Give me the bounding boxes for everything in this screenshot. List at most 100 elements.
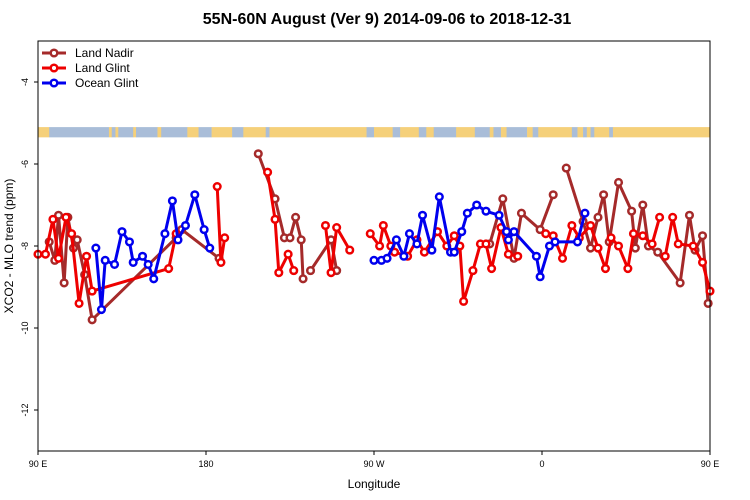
data-point-ocean-glint: [535, 272, 545, 282]
data-point-ocean-glint: [457, 227, 467, 237]
data-point-land-glint: [513, 251, 523, 261]
x-tick-label: 90 E: [701, 459, 720, 469]
data-point-ocean-glint: [167, 196, 177, 206]
data-point-land-nadir: [298, 274, 308, 284]
data-point-land-nadir: [653, 247, 663, 257]
land-segment: [577, 127, 584, 138]
series-ocean-glint: [91, 190, 590, 315]
land-segment: [187, 127, 199, 138]
data-point-land-nadir: [627, 206, 637, 216]
ocean-segment: [392, 127, 401, 138]
data-point-land-glint: [600, 264, 611, 274]
data-point-land-glint: [345, 245, 355, 255]
land-segment: [211, 127, 233, 138]
data-point-ocean-glint: [143, 259, 153, 270]
data-point-ocean-glint: [580, 208, 590, 218]
data-point-ocean-glint: [180, 220, 191, 231]
data-point-ocean-glint: [572, 237, 583, 247]
data-point-land-nadir: [638, 200, 648, 210]
data-point-land-glint: [212, 182, 222, 192]
data-point-land-nadir: [675, 278, 685, 288]
data-point-land-nadir: [53, 210, 64, 220]
data-point-land-nadir: [548, 190, 558, 200]
data-point-land-nadir: [498, 194, 508, 204]
data-point-land-glint: [655, 212, 665, 222]
land-segment: [586, 127, 591, 138]
land-segment: [426, 127, 435, 138]
ocean-segment: [532, 127, 539, 138]
ocean-segment: [118, 127, 134, 138]
data-point-ocean-glint: [404, 229, 415, 239]
series-line-land-glint: [323, 225, 352, 275]
ocean-segment: [590, 127, 595, 138]
y-axis-label: XCO2 - MLO trend (ppm): [2, 179, 16, 314]
data-point-land-glint: [567, 220, 577, 231]
x-tick-label: 90 E: [29, 459, 48, 469]
data-point-land-nadir: [684, 210, 695, 220]
data-point-land-glint: [67, 229, 77, 239]
data-point-ocean-glint: [190, 190, 200, 200]
data-point-land-glint: [326, 268, 336, 278]
data-point-land-glint: [332, 223, 342, 233]
data-point-land-nadir: [253, 149, 263, 159]
data-point-land-nadir: [697, 231, 708, 241]
ocean-segment: [111, 127, 116, 138]
data-point-land-glint: [87, 286, 97, 296]
y-tick-label: -12: [20, 403, 30, 416]
data-point-land-glint: [541, 229, 551, 239]
data-point-ocean-glint: [128, 257, 138, 267]
data-point-ocean-glint: [109, 259, 120, 270]
data-point-ocean-glint: [173, 235, 183, 245]
data-point-ocean-glint: [494, 210, 504, 220]
data-point-land-glint: [628, 229, 639, 239]
legend-label-ocean-glint: Ocean Glint: [75, 76, 139, 90]
series-layer: [33, 149, 715, 325]
data-point-ocean-glint: [369, 255, 379, 265]
land-segment: [527, 127, 533, 138]
data-point-ocean-glint: [382, 253, 392, 263]
data-point-ocean-glint: [391, 235, 401, 245]
data-point-land-nadir: [535, 225, 545, 235]
ocean-segment: [493, 127, 502, 138]
data-point-land-glint: [40, 249, 51, 259]
data-point-ocean-glint: [124, 237, 135, 247]
land-segment: [612, 127, 711, 138]
data-point-ocean-glint: [137, 251, 148, 261]
data-point-land-glint: [668, 212, 678, 222]
data-point-land-glint: [606, 233, 616, 243]
ocean-segment: [161, 127, 188, 138]
data-point-ocean-glint: [417, 210, 428, 220]
data-point-land-nadir: [585, 243, 596, 253]
data-point-ocean-glint: [160, 229, 170, 239]
data-point-land-nadir: [59, 278, 69, 288]
land-segment: [108, 127, 113, 138]
data-point-land-glint: [593, 243, 603, 253]
data-point-land-nadir: [599, 190, 609, 200]
ocean-segment: [49, 127, 110, 138]
legend-marker-land-glint: [49, 63, 59, 73]
data-point-land-glint: [481, 239, 491, 249]
data-point-land-glint: [638, 231, 648, 241]
data-point-land-glint: [623, 264, 633, 274]
y-tick-label: -10: [20, 321, 30, 334]
legend-marker-ocean-glint: [49, 78, 59, 88]
data-point-land-nadir: [305, 266, 316, 276]
data-point-land-nadir: [613, 177, 624, 187]
data-point-land-glint: [468, 266, 478, 276]
data-point-land-glint: [289, 266, 299, 276]
data-point-land-glint: [660, 251, 670, 261]
legend-marker-land-nadir: [49, 48, 59, 58]
land-segment: [115, 127, 119, 138]
data-point-land-glint: [61, 212, 71, 222]
data-point-ocean-glint: [550, 237, 560, 247]
data-point-land-glint: [613, 241, 624, 251]
series-line-land-glint: [663, 215, 712, 292]
land-segment: [374, 127, 393, 138]
ocean-segment: [609, 127, 614, 138]
y-tick-label: -6: [20, 160, 30, 168]
data-point-ocean-glint: [449, 247, 459, 257]
data-point-ocean-glint: [509, 227, 519, 237]
data-point-land-nadir: [87, 315, 97, 325]
